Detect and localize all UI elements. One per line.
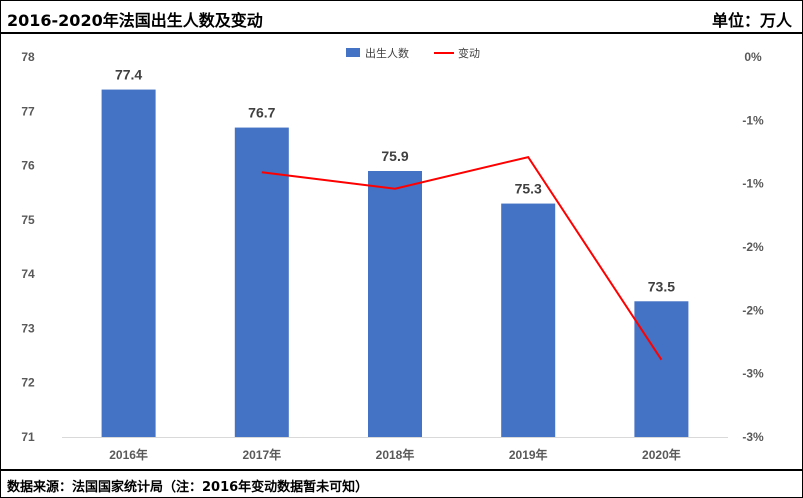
bar	[634, 301, 689, 437]
left-axis-tick-label: 71	[21, 430, 35, 444]
x-axis-tick-label: 2020年	[642, 447, 681, 462]
left-axis: 78 77 76 75 74 73 72 71	[21, 50, 35, 444]
x-axis-tick-label: 2017年	[242, 447, 281, 462]
left-axis-tick-label: 75	[21, 213, 35, 227]
source-note: 数据来源：法国国家统计局（注：2016年变动数据暂未可知）	[7, 480, 369, 495]
header-divider	[1, 32, 802, 34]
legend-swatch-bar	[346, 48, 360, 57]
footer-divider	[1, 469, 802, 471]
right-axis-tick-label: 0%	[744, 50, 762, 64]
bar-data-label: 75.3	[515, 181, 542, 197]
legend-label-line: 变动	[458, 46, 480, 60]
bar	[368, 171, 422, 437]
right-axis-tick-label: -3%	[742, 367, 764, 381]
line-series	[261, 155, 663, 361]
x-axis-tick-label: 2019年	[509, 447, 548, 462]
bar-data-label: 76.7	[248, 105, 275, 121]
right-axis-tick-label: -2%	[742, 303, 764, 317]
right-axis-tick-label: -2%	[742, 240, 764, 254]
bar	[101, 89, 156, 438]
bar	[501, 203, 556, 437]
legend-label-bar: 出生人数	[365, 46, 409, 60]
right-axis-tick-label: -1%	[742, 113, 764, 127]
legend: 出生人数 变动	[346, 46, 480, 60]
left-axis-tick-label: 77	[21, 104, 35, 118]
bar-series	[101, 89, 689, 438]
change-line	[261, 155, 663, 361]
left-axis-tick-label: 74	[21, 267, 35, 281]
bar-data-labels: 77.4 76.7 75.9 75.3 73.5	[115, 67, 675, 295]
x-axis-tick-label: 2016年	[109, 447, 148, 462]
page-title: 2016-2020年法国出生人数及变动	[7, 11, 263, 30]
left-axis-tick-label: 73	[21, 321, 35, 335]
x-axis: 2016年 2017年 2018年 2019年 2020年	[62, 437, 728, 462]
left-axis-tick-label: 76	[21, 159, 35, 173]
bar-data-label: 73.5	[648, 278, 675, 294]
bar	[234, 127, 289, 438]
right-axis-tick-label: -1%	[742, 177, 764, 191]
right-axis-tick-label: -3%	[742, 430, 764, 444]
bar-data-label: 77.4	[115, 67, 142, 83]
unit-label: 单位：万人	[711, 11, 792, 30]
left-axis-tick-label: 78	[21, 50, 35, 64]
x-axis-tick-label: 2018年	[376, 447, 415, 462]
bar-data-label: 75.9	[381, 148, 408, 164]
left-axis-tick-label: 72	[21, 376, 35, 390]
right-axis: 0% -1% -1% -2% -2% -3% -3%	[742, 50, 764, 444]
